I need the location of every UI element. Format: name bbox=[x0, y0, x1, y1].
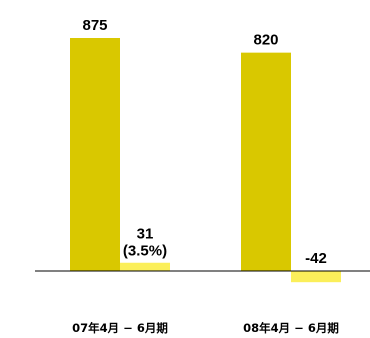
data-label-s2-c1: 31 bbox=[137, 226, 154, 243]
data-label-s2-c2: -42 bbox=[305, 250, 327, 267]
category-label-1: 07年4月 − 6月期 bbox=[72, 321, 168, 335]
data-sublabel-s2-c1: (3.5%) bbox=[123, 243, 167, 260]
data-label-s1-c2: 820 bbox=[253, 32, 278, 49]
category-label-2: 08年4月 − 6月期 bbox=[243, 321, 339, 335]
bar-s2-c1 bbox=[120, 262, 170, 271]
bar-s1-c1 bbox=[70, 38, 120, 271]
bar-s1-c2 bbox=[241, 52, 291, 271]
bar-s2-c2 bbox=[291, 271, 341, 283]
data-label-s1-c1: 875 bbox=[82, 17, 107, 34]
